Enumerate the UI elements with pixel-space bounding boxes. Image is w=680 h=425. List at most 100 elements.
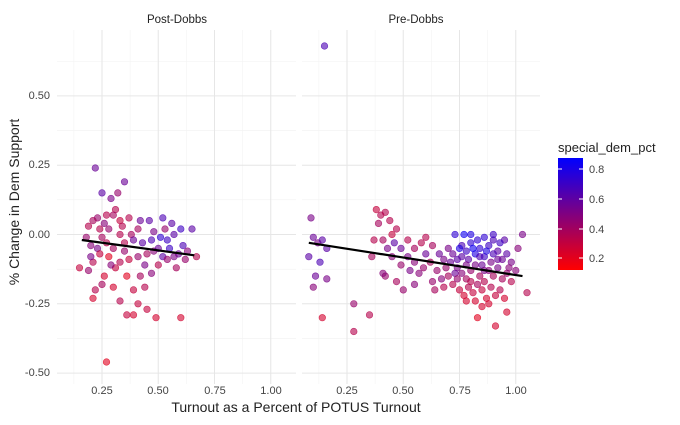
data-point — [96, 250, 104, 258]
data-point — [323, 275, 331, 283]
data-point — [473, 314, 482, 322]
data-point — [473, 236, 482, 244]
data-point — [460, 230, 468, 239]
data-point — [444, 272, 452, 280]
data-point — [485, 300, 493, 308]
data-point — [350, 300, 358, 308]
data-point — [309, 283, 317, 291]
data-point — [379, 269, 387, 277]
data-point — [114, 189, 122, 197]
data-point — [471, 297, 479, 305]
x-tick-label: 0.50 — [147, 385, 168, 397]
data-point — [388, 230, 396, 239]
data-point — [370, 236, 378, 244]
data-point — [489, 272, 497, 280]
x-tick-label: 0.75 — [204, 385, 225, 397]
data-point — [100, 272, 108, 280]
data-point — [161, 225, 169, 233]
data-point — [419, 264, 428, 272]
data-point — [96, 225, 104, 233]
data-point — [494, 255, 502, 264]
data-point — [116, 230, 124, 239]
data-point — [147, 236, 156, 244]
data-point — [145, 217, 153, 225]
data-point — [440, 283, 448, 291]
data-point — [143, 305, 151, 313]
y-tick-label: 0.00 — [29, 229, 50, 241]
y-tick-label: 0.25 — [29, 159, 50, 171]
data-point — [469, 289, 477, 297]
legend-title: special_dem_pct — [558, 140, 656, 155]
data-point — [437, 275, 446, 283]
data-point — [503, 308, 511, 316]
trend-lines — [81, 238, 523, 278]
data-point — [138, 239, 147, 247]
data-point — [129, 286, 138, 294]
data-point — [487, 258, 495, 266]
data-point — [449, 280, 457, 289]
data-point — [440, 255, 448, 264]
y-tick-label: -0.50 — [25, 367, 50, 379]
data-point — [100, 219, 108, 227]
data-point — [458, 253, 466, 261]
data-point — [444, 244, 452, 252]
gridlines — [57, 30, 540, 384]
data-point — [428, 278, 437, 286]
data-point — [120, 178, 129, 186]
data-point — [136, 272, 144, 280]
data-point — [109, 211, 117, 219]
data-point — [518, 230, 527, 239]
data-point — [487, 283, 495, 291]
data-point — [107, 261, 115, 269]
data-point — [123, 272, 131, 280]
data-point — [381, 208, 389, 216]
data-point — [109, 283, 117, 291]
data-point — [168, 219, 176, 227]
legend-tick-label: 0.4 — [589, 224, 604, 236]
data-point — [365, 311, 374, 319]
data-point — [494, 264, 502, 272]
data-point — [435, 250, 443, 258]
trend-line — [308, 241, 523, 278]
data-point — [116, 258, 124, 266]
data-point — [417, 239, 425, 247]
data-point — [192, 253, 201, 261]
x-tick-label: 1.00 — [505, 385, 526, 397]
data-point — [102, 211, 111, 219]
data-point — [374, 219, 383, 227]
data-point — [177, 225, 185, 233]
data-point — [491, 322, 500, 330]
data-point — [489, 230, 497, 239]
data-point — [179, 242, 187, 250]
data-point — [156, 233, 165, 241]
data-point — [152, 314, 160, 322]
y-tick-label: -0.25 — [25, 298, 50, 310]
data-point — [125, 255, 133, 264]
data-point — [455, 286, 464, 294]
data-point — [136, 217, 144, 225]
data-point — [98, 280, 106, 289]
data-point — [431, 286, 439, 294]
legend-tick-label: 0.2 — [589, 253, 604, 265]
data-point — [98, 189, 106, 197]
data-point — [170, 230, 178, 239]
color-legend: special_dem_pct 0.2 0.4 0.6 0.8 — [558, 140, 656, 270]
data-point — [491, 291, 500, 300]
data-point — [458, 269, 466, 277]
data-point — [433, 266, 441, 275]
data-point — [489, 250, 497, 258]
x-tick-label: 1.00 — [260, 385, 281, 397]
data-point — [469, 244, 477, 252]
data-point — [406, 266, 414, 275]
y-axis-title: % Change in Dem Support — [6, 119, 22, 286]
data-point — [129, 311, 138, 319]
data-point — [410, 280, 419, 289]
data-point — [476, 253, 484, 261]
data-point — [390, 239, 398, 247]
data-point — [89, 294, 97, 302]
data-point — [309, 233, 317, 241]
data-point — [467, 230, 475, 239]
data-point — [512, 266, 520, 275]
data-point — [307, 214, 315, 222]
data-point — [350, 327, 358, 336]
